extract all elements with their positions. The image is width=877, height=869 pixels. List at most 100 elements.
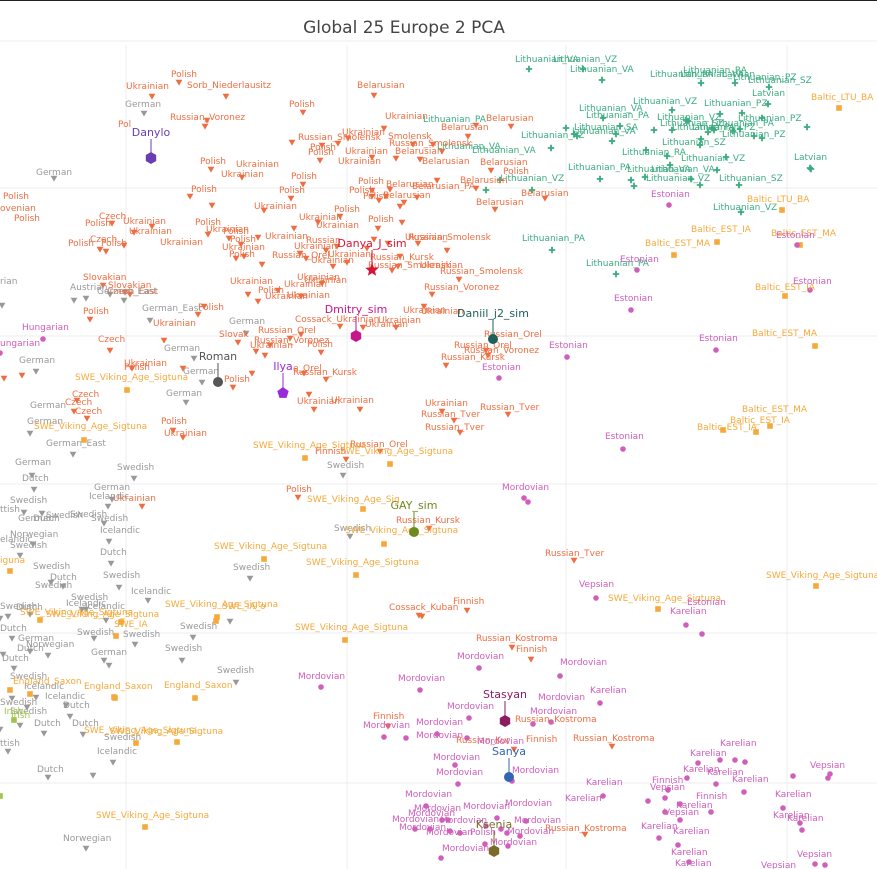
data-point (695, 760, 701, 766)
data-label: Estonian (614, 294, 653, 304)
data-point (198, 379, 206, 386)
data-label: SWE_Viking_Age_Sigtuna (84, 726, 197, 736)
data-label: Estonian (776, 231, 815, 241)
data-point (190, 355, 198, 362)
data-point (115, 584, 123, 591)
data-label: Estonian (605, 432, 644, 442)
data-label: Smolensk (388, 132, 432, 142)
data-label: German (19, 356, 55, 366)
data-point (455, 276, 463, 283)
data-point (133, 740, 139, 746)
data-point (825, 775, 831, 781)
data-label: Icelandic (131, 587, 171, 597)
data-point (376, 448, 384, 455)
data-point (388, 267, 396, 274)
data-label: Dutch (34, 719, 61, 729)
data-label: SWE_Viking_Age_Sigtuna (75, 373, 188, 383)
data-point (400, 199, 408, 206)
data-label: Karelian (676, 801, 713, 811)
data-point (0, 615, 4, 622)
data-label: Icelandic (97, 747, 137, 757)
data-label: Lithuanian_SZ (748, 76, 812, 86)
data-label: Baltic_EST_MA (645, 239, 711, 249)
data-label: Mordovian (538, 693, 585, 703)
data-point (30, 486, 38, 493)
data-point (696, 141, 704, 149)
data-point (370, 92, 378, 99)
data-point (666, 161, 674, 169)
data-label: German (166, 389, 202, 399)
data-label: Polish (279, 186, 305, 196)
data-point (105, 662, 113, 669)
data-label: Czech (99, 212, 126, 222)
data-point (26, 648, 34, 655)
data-label: Polish (368, 215, 394, 225)
data-point (318, 684, 324, 690)
data-point (79, 731, 87, 738)
data-point (797, 820, 803, 826)
data-point (713, 347, 719, 353)
data-point (813, 583, 819, 589)
data-point (780, 805, 786, 811)
data-point (396, 253, 404, 260)
data-point (482, 347, 490, 354)
data-point (381, 541, 387, 547)
data-label: Swedish (180, 622, 217, 632)
data-point (717, 757, 723, 763)
data-label: SWE_Viking_Age_Sigtuna (766, 571, 877, 581)
data-point (438, 408, 446, 415)
sample-marker (409, 527, 419, 537)
data-point (487, 167, 495, 174)
data-point (186, 193, 194, 200)
data-label: Lithuanian_VA (572, 127, 636, 137)
data-point (368, 193, 376, 200)
data-point (148, 93, 156, 100)
data-label: Lithuanian_RA (622, 148, 687, 158)
data-label: SWE_Viking_Age_Sigtuna (165, 600, 278, 610)
data-point (782, 293, 788, 299)
data-label: Polish (286, 485, 312, 495)
data-point (27, 691, 33, 697)
data-label: Lithuanian_VA (515, 55, 579, 65)
data-label: Ukrainian (365, 320, 408, 330)
data-point (729, 127, 737, 135)
data-label: Lithuanian_VZ (633, 97, 697, 107)
sample-label: Sanya (492, 745, 526, 758)
data-point (44, 652, 52, 659)
data-point (541, 195, 549, 202)
data-label: Polish (229, 250, 255, 260)
data-label: Mordovian (514, 816, 561, 826)
data-label: SWE_Viking_Age_Sigtuna (110, 727, 223, 737)
data-label: Mordovian (457, 652, 504, 662)
sample-label: Ksenia (476, 818, 512, 831)
data-label: Mordovian (399, 823, 446, 833)
data-label: Polish (161, 417, 187, 427)
data-label: Swedish (117, 463, 154, 473)
data-label: Vepsian (761, 861, 796, 869)
data-point (581, 831, 589, 838)
data-point (528, 186, 536, 194)
data-point (803, 123, 811, 131)
data-label: Lithuanian_PA (586, 259, 650, 269)
data-point (32, 368, 40, 375)
data-label: Lithuanian_PA (568, 163, 632, 173)
data-label: Mordovian (433, 753, 480, 763)
data-label: German (15, 458, 51, 468)
data-point (287, 195, 295, 202)
data-label: Swedish (91, 514, 128, 524)
data-point (507, 123, 515, 130)
data-label: Ukrainian (304, 276, 347, 286)
data-point (380, 125, 388, 132)
data-point (527, 656, 535, 663)
sample-label: Danya_J_sim (337, 237, 406, 250)
data-point (797, 242, 803, 248)
data-label: Swedish (46, 511, 83, 521)
data-point (225, 235, 233, 242)
data-point (169, 427, 177, 434)
data-label: Estonian (549, 341, 588, 351)
data-label: Lithuanian_PA (650, 70, 714, 80)
data-point (677, 817, 683, 823)
data-label: Ukrainian (124, 359, 167, 369)
data-label: Russian_Voronez (424, 283, 499, 293)
data-label: Estonian (620, 255, 659, 265)
